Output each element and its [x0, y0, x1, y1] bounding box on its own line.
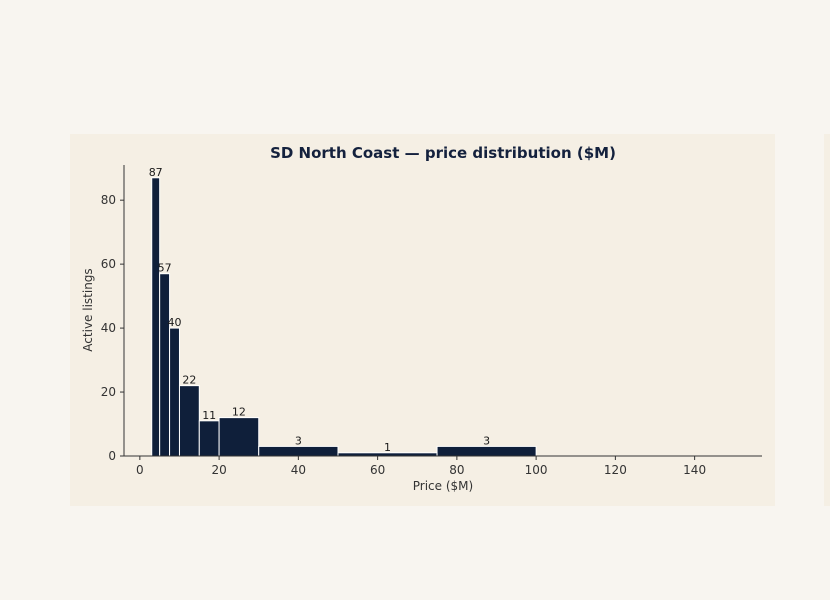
adjacent-panel-edge	[824, 134, 830, 506]
histogram-bar	[178, 385, 200, 457]
bar-value-label: 11	[202, 409, 216, 422]
bars-group	[151, 177, 537, 457]
x-tick-label: 120	[604, 463, 627, 477]
bar-value-label: 1	[384, 441, 391, 454]
bar-value-label: 3	[483, 434, 490, 447]
histogram-bar	[159, 273, 171, 457]
histogram-bar	[169, 327, 180, 457]
x-ticks-group: 0 20 40 60 80 100 120 140	[136, 456, 706, 477]
chart-title: SD North Coast — price distribution ($M)	[270, 144, 616, 162]
histogram-bar	[258, 445, 339, 457]
data-labels-group: 87 57 40 22 11 12 3 1 3	[149, 166, 490, 454]
histogram-bar	[151, 177, 161, 457]
histogram-bar	[436, 445, 537, 457]
bar-value-label: 57	[158, 262, 172, 275]
histogram-bar	[218, 417, 260, 457]
histogram-bar	[198, 420, 220, 457]
bar-value-label: 3	[295, 434, 302, 447]
histogram-chart: SD North Coast — price distribution ($M)…	[81, 144, 762, 493]
x-tick-label: 40	[291, 463, 306, 477]
x-axis-label: Price ($M)	[413, 479, 473, 493]
bar-value-label: 40	[168, 316, 182, 329]
y-axis-label: Active listings	[81, 268, 95, 351]
x-tick-label: 60	[370, 463, 385, 477]
y-tick-label: 20	[101, 385, 116, 399]
y-ticks-group: 0 20 40 60 80	[101, 193, 124, 463]
y-tick-label: 0	[108, 449, 116, 463]
x-tick-label: 140	[683, 463, 706, 477]
y-tick-label: 80	[101, 193, 116, 207]
bar-value-label: 12	[232, 406, 246, 419]
y-tick-label: 40	[101, 321, 116, 335]
bar-value-label: 22	[182, 374, 196, 387]
y-tick-label: 60	[101, 257, 116, 271]
x-tick-label: 0	[136, 463, 144, 477]
x-tick-label: 100	[525, 463, 548, 477]
x-tick-label: 20	[211, 463, 226, 477]
bar-value-label: 87	[149, 166, 163, 179]
x-tick-label: 80	[449, 463, 464, 477]
chart-panel: SD North Coast — price distribution ($M)…	[70, 134, 775, 506]
